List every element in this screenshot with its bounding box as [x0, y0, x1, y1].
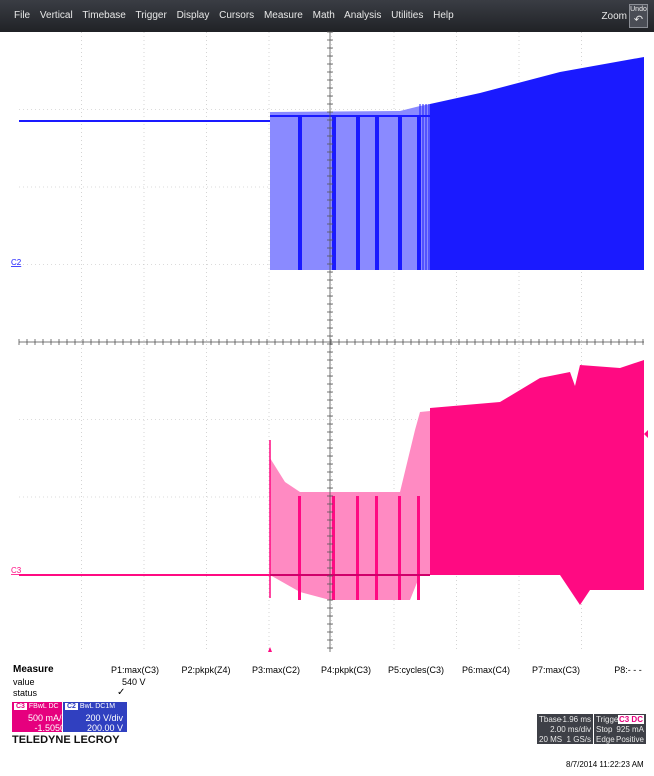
undo-button[interactable]: Undo ↶ [629, 4, 648, 28]
measure-row-value-label: value [13, 677, 35, 687]
menu-trigger[interactable]: Trigger [135, 10, 167, 21]
timebase-samples: 20 MS [539, 735, 563, 744]
c2-ground-marker[interactable]: C2 [11, 258, 22, 267]
c2-switching-burst [356, 116, 360, 270]
menu-measure[interactable]: Measure [263, 10, 303, 21]
param-p1-status: ✓ [117, 687, 126, 698]
trigger-channel: C3 DC [617, 715, 644, 724]
c2-switching-burst [417, 116, 421, 270]
c3-ground-marker[interactable]: C3 [11, 566, 22, 575]
menu-bar: File Vertical Timebase Trigger Display C… [0, 0, 654, 32]
c3-scale: 500 mA/div [27, 713, 73, 723]
timebase-per-div: 2.00 ms/div [550, 725, 591, 734]
c3-switching-burst [356, 496, 359, 600]
c3-dense-upper [430, 360, 644, 575]
c3-channel-name: C3 [14, 703, 27, 710]
menu-display[interactable]: Display [176, 10, 210, 21]
c2-switching-burst [332, 116, 336, 270]
timebase-delay: -1.96 ms [559, 715, 591, 724]
c2-channel-name: C2 [65, 703, 78, 710]
menu-analysis[interactable]: Analysis [344, 10, 382, 21]
param-p3[interactable]: P3:max(C2) [251, 665, 301, 675]
c3-switching-burst [398, 496, 401, 600]
c3-offset: -1.5050 A [34, 723, 73, 733]
timestamp: 8/7/2014 11:22:23 AM [566, 760, 644, 769]
trigger-slope: Positive [615, 735, 644, 744]
param-p8[interactable]: P8:- - - [614, 665, 642, 675]
param-p4[interactable]: P4:pkpk(C3) [320, 665, 372, 675]
trigger-time-marker[interactable] [268, 647, 272, 652]
menu-file[interactable]: File [14, 10, 31, 21]
timebase-descriptor[interactable]: Tbase -1.96 ms 2.00 ms/div 20 MS 1 GS/s [537, 714, 593, 744]
trigger-level: 925 mA [616, 725, 644, 734]
trace-c2 [19, 57, 644, 270]
param-p5[interactable]: P5:cycles(C3) [387, 665, 445, 675]
param-p1[interactable]: P1:max(C3) [110, 665, 160, 675]
undo-label: Undo [630, 6, 647, 13]
param-p1-value: 540 V [122, 677, 146, 687]
brand-logo: TELEDYNE LECROY [12, 734, 120, 746]
trigger-descriptor[interactable]: Trigger C3 DC Stop 925 mA Edge Positive [594, 714, 646, 744]
c3-switching-burst [417, 496, 420, 600]
c3-lower-envelope [270, 575, 420, 600]
menu-cursors[interactable]: Cursors [219, 10, 255, 21]
trigger-level-marker[interactable] [644, 430, 648, 438]
trigger-type: Edge [596, 735, 615, 744]
zoom-button[interactable]: Zoom [601, 11, 627, 22]
c3-switching-burst [332, 496, 335, 600]
menu-vertical[interactable]: Vertical [39, 10, 73, 21]
measure-row-status-label: status [13, 688, 38, 698]
param-p2[interactable]: P2:pkpk(Z4) [181, 665, 231, 675]
c2-switching-burst [375, 116, 379, 270]
c2-switching-burst [398, 116, 402, 270]
c3-dense-lower [430, 575, 644, 605]
timebase-label: Tbase [539, 715, 562, 724]
trigger-mode: Stop [596, 725, 613, 734]
c2-scale: 200 V/div [85, 713, 123, 723]
timebase-rate: 1 GS/s [566, 735, 591, 744]
menu-math[interactable]: Math [312, 10, 335, 21]
main-menu: File Vertical Timebase Trigger Display C… [14, 10, 461, 21]
param-p6[interactable]: P6:max(C4) [461, 665, 511, 675]
c2-switching-burst [298, 116, 302, 270]
menu-utilities[interactable]: Utilities [391, 10, 424, 21]
param-p7[interactable]: P7:max(C3) [531, 665, 581, 675]
c2-dense-region [430, 57, 644, 270]
c3-switching-burst [298, 496, 301, 600]
trigger-label: Trigger [596, 715, 622, 724]
c2-offset: 200.00 V [86, 723, 123, 733]
c2-channel-tags: BwL DC1M [79, 703, 116, 710]
center-axis-ticks [18, 31, 644, 649]
channel-c2-descriptor[interactable]: C2 BwL DC1M 200 V/div 200.00 V [62, 702, 127, 733]
measure-title[interactable]: Measure [13, 664, 54, 675]
trace-c3 [19, 360, 644, 605]
menu-timebase[interactable]: Timebase [82, 10, 126, 21]
c3-channel-tags: FBwL DC [28, 703, 59, 710]
scope-display[interactable]: C2 C3 [0, 0, 654, 665]
c3-switching-burst [375, 496, 378, 600]
menu-help[interactable]: Help [433, 10, 454, 21]
undo-icon: ↶ [633, 14, 644, 26]
